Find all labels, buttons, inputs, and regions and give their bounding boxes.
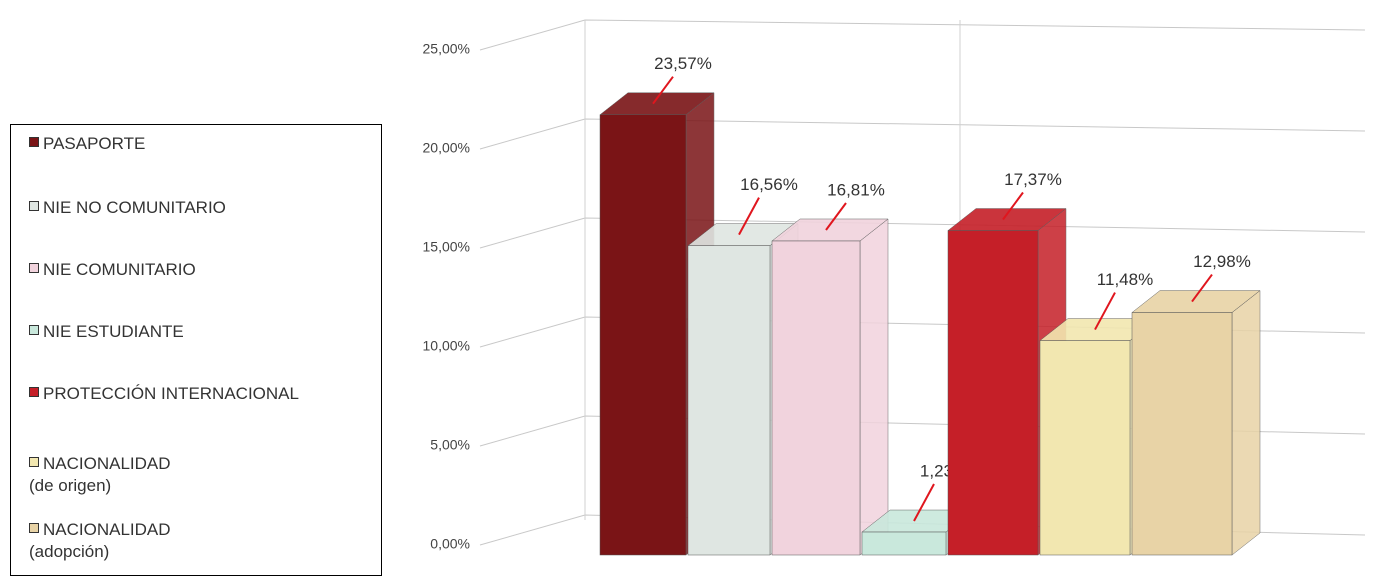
legend-item: NIE ESTUDIANTE: [29, 321, 184, 343]
y-tick-label: 25,00%: [423, 41, 470, 57]
bar: [599, 114, 687, 556]
data-label: 23,57%: [654, 54, 712, 73]
grid-line: [479, 19, 1366, 51]
legend-item: NIE NO COMUNITARIO: [29, 197, 226, 219]
y-tick-label: 10,00%: [423, 338, 470, 354]
data-label: 12,98%: [1193, 252, 1251, 271]
data-label: 17,37%: [1004, 170, 1062, 189]
legend-item: NACIONALIDAD (de origen): [29, 453, 171, 497]
legend-label: PASAPORTE: [43, 134, 146, 153]
legend-item: PASAPORTE: [29, 133, 145, 155]
leader-line: [1094, 292, 1116, 331]
bar: [861, 531, 947, 556]
legend: PASAPORTE NIE NO COMUNITARIO NIE COMUNITAR…: [10, 124, 382, 576]
legend-item: PROTECCIÓN INTERNACIONAL: [29, 383, 299, 405]
bar: [687, 245, 771, 556]
legend-swatch: [29, 201, 39, 211]
legend-swatch: [29, 387, 39, 397]
bar: [1131, 312, 1233, 556]
bar: [771, 240, 861, 556]
y-tick-label: 20,00%: [423, 140, 470, 156]
legend-swatch: [29, 325, 39, 335]
legend-label: NIE ESTUDIANTE: [43, 322, 184, 341]
leader-line: [1002, 191, 1024, 221]
legend-label: NACIONALIDAD (adopción): [29, 520, 171, 561]
leader-line: [1191, 273, 1213, 303]
legend-swatch: [29, 457, 39, 467]
leader-line: [738, 197, 760, 236]
data-label: 11,48%: [1097, 270, 1153, 289]
legend-swatch: [29, 523, 39, 533]
leader-line: [913, 483, 935, 522]
legend-label: NIE NO COMUNITARIO: [43, 198, 226, 217]
legend-label: NACIONALIDAD (de origen): [29, 454, 171, 495]
bar: [1039, 340, 1131, 556]
legend-item: NACIONALIDAD (adopción): [29, 519, 171, 563]
y-tick-label: 5,00%: [430, 437, 470, 453]
data-label: 16,81%: [827, 180, 885, 199]
bar: [947, 230, 1039, 556]
legend-swatch: [29, 263, 39, 273]
bar-side: [1231, 290, 1261, 556]
legend-label: NIE COMUNITARIO: [43, 260, 196, 279]
data-label: 16,56%: [740, 175, 798, 194]
legend-swatch: [29, 137, 39, 147]
legend-label: PROTECCIÓN INTERNACIONAL: [43, 384, 299, 403]
leader-line: [652, 76, 674, 105]
y-tick-label: 15,00%: [423, 239, 470, 255]
legend-item: NIE COMUNITARIO: [29, 259, 196, 281]
leader-line: [825, 202, 847, 231]
bar-side: [859, 218, 889, 556]
y-tick-label: 0,00%: [430, 536, 470, 552]
